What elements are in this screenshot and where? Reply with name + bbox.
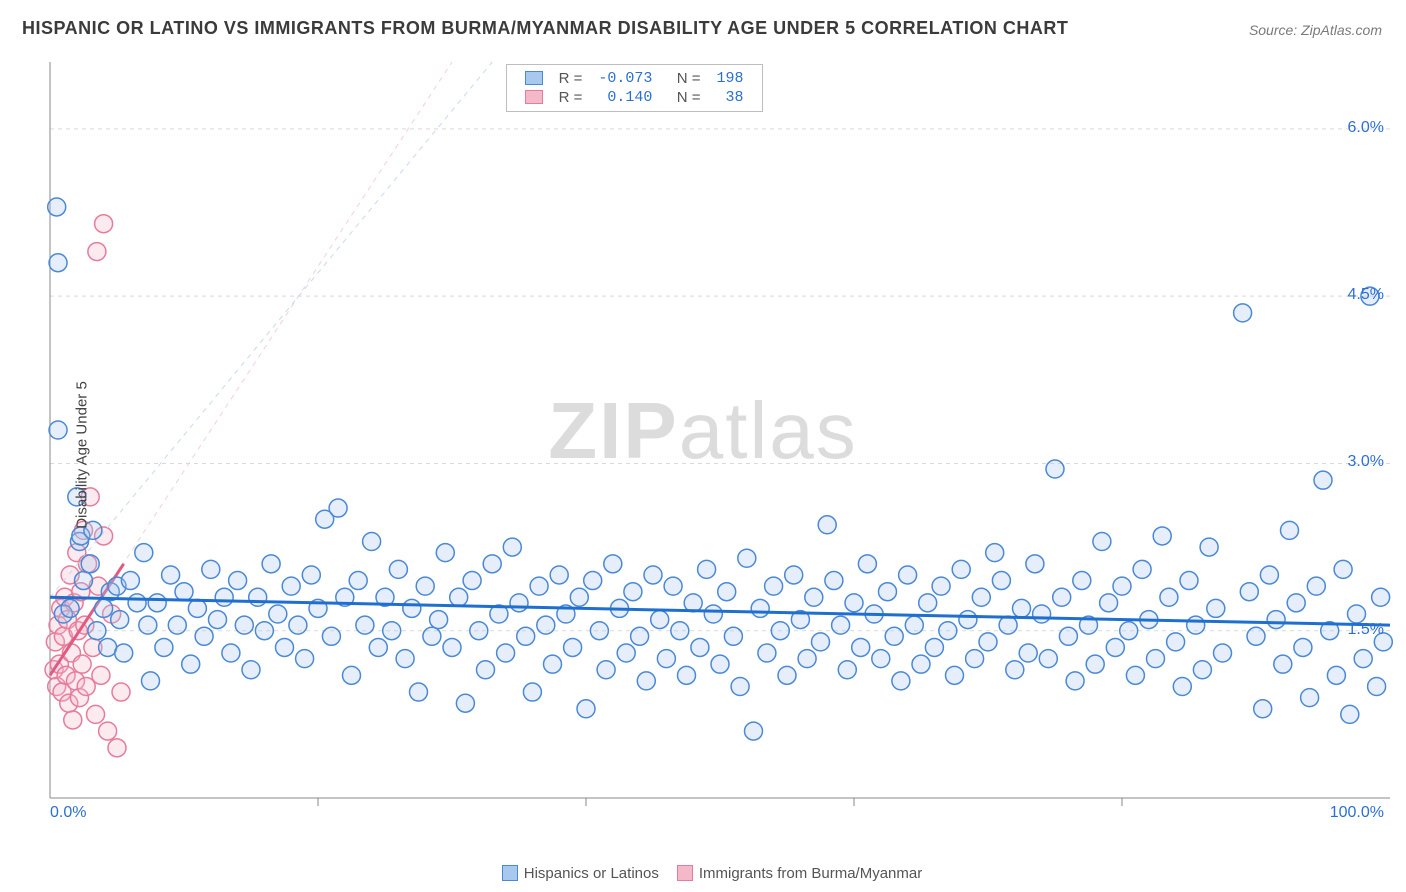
stats-legend-table: R =-0.073 N =198R =0.140 N =38 — [517, 69, 752, 107]
y-axis-label: Disability Age Under 5 — [73, 381, 90, 529]
legend-label: Immigrants from Burma/Myanmar — [699, 865, 922, 882]
stat-r-value: 0.140 — [590, 88, 660, 107]
source-credit: Source: ZipAtlas.com — [1249, 22, 1382, 38]
x-axis-min-label: 0.0% — [50, 804, 86, 822]
legend-label: Hispanics or Latinos — [524, 865, 659, 882]
legend-swatch — [502, 865, 518, 881]
stat-r-label: R = — [551, 88, 591, 107]
stats-legend-row: R =-0.073 N =198 — [517, 69, 752, 88]
source-link[interactable]: ZipAtlas.com — [1301, 22, 1382, 38]
scatter-chart: Disability Age Under 5 ZIPatlas 1.5%3.0%… — [0, 50, 1406, 860]
stat-n-value: 198 — [708, 69, 751, 88]
legend-swatch — [677, 865, 693, 881]
stat-r-value: -0.073 — [590, 69, 660, 88]
y-tick-label: 1.5% — [1348, 621, 1384, 639]
chart-title: HISPANIC OR LATINO VS IMMIGRANTS FROM BU… — [22, 18, 1068, 39]
stats-legend-box: R =-0.073 N =198R =0.140 N =38 — [506, 64, 763, 112]
stat-n-label: N = — [660, 88, 708, 107]
series-legend: Hispanics or Latinos Immigrants from Burm… — [0, 865, 1406, 882]
plot-svg — [0, 50, 1406, 860]
stat-n-value: 38 — [708, 88, 751, 107]
stat-r-label: R = — [551, 69, 591, 88]
y-tick-label: 6.0% — [1348, 119, 1384, 137]
y-tick-label: 4.5% — [1348, 286, 1384, 304]
legend-swatch — [525, 71, 543, 85]
stats-legend-row: R =0.140 N =38 — [517, 88, 752, 107]
x-axis-max-label: 100.0% — [1330, 804, 1384, 822]
source-prefix: Source: — [1249, 22, 1301, 38]
legend-swatch — [525, 90, 543, 104]
stat-n-label: N = — [660, 69, 708, 88]
y-tick-label: 3.0% — [1348, 453, 1384, 471]
